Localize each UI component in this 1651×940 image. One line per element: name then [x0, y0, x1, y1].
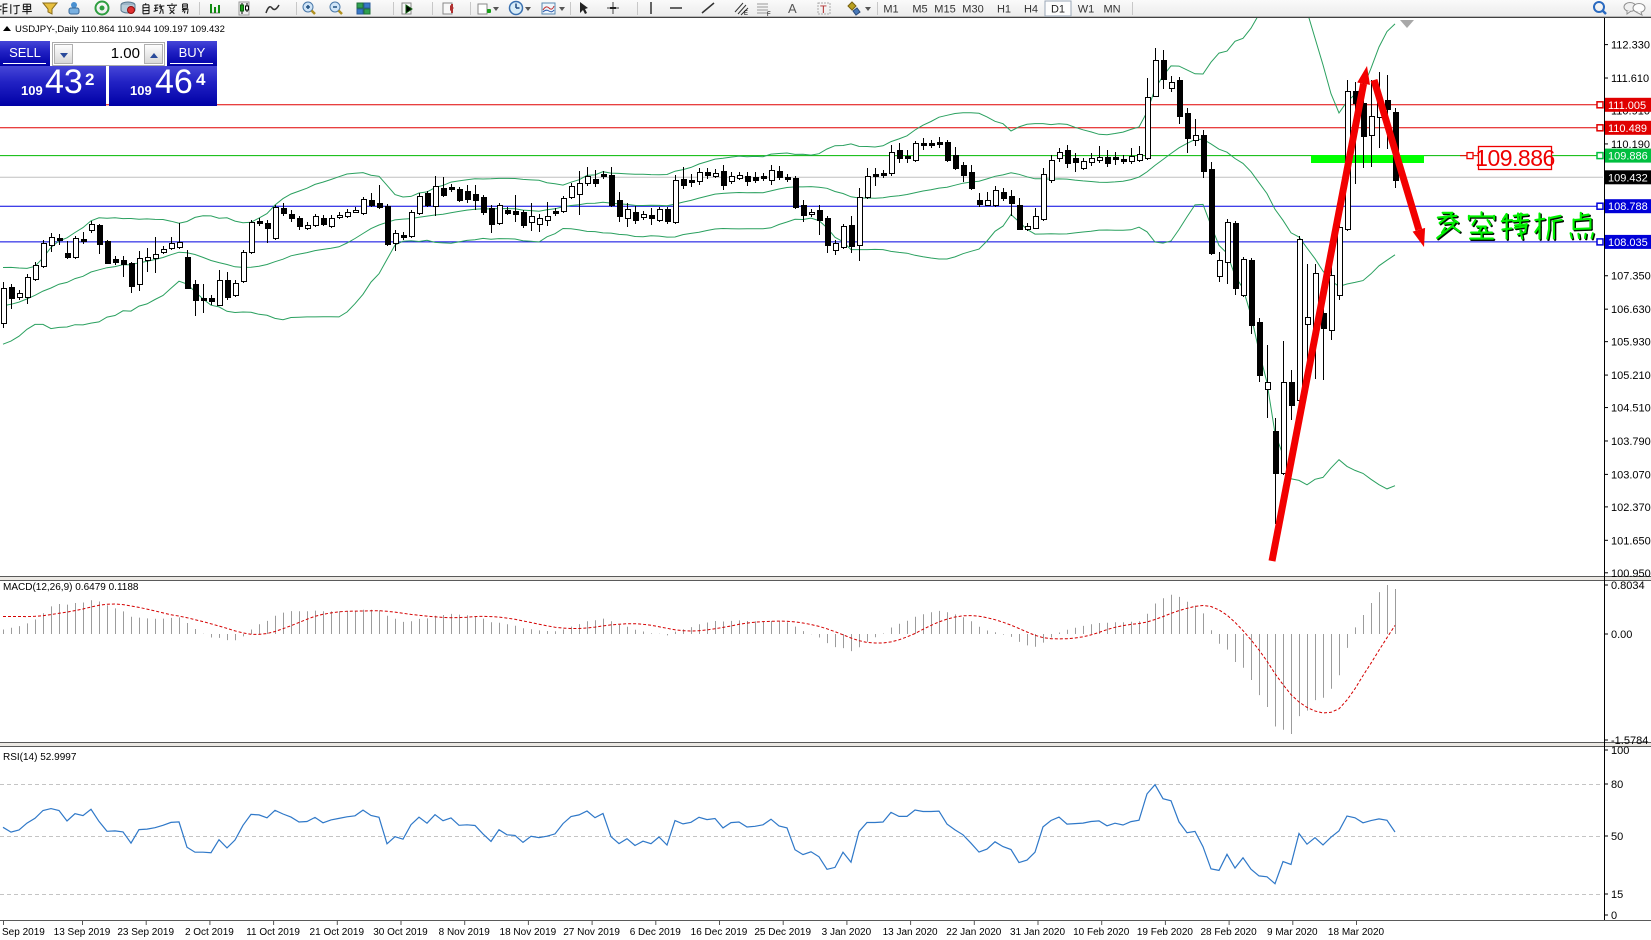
svg-text:105.930: 105.930: [1611, 337, 1651, 349]
svg-text:2 Oct 2019: 2 Oct 2019: [185, 927, 234, 938]
svg-text:H1: H1: [997, 4, 1011, 16]
svg-text:MACD(12,26,9) 0.6479 0.1188: MACD(12,26,9) 0.6479 0.1188: [3, 582, 139, 593]
svg-text:30 Oct 2019: 30 Oct 2019: [373, 927, 428, 938]
svg-text:F: F: [767, 12, 771, 17]
svg-text:M30: M30: [962, 4, 983, 16]
svg-text:80: 80: [1611, 779, 1623, 791]
svg-text:28 Feb 2020: 28 Feb 2020: [1201, 927, 1258, 938]
svg-text:M5: M5: [912, 4, 927, 16]
svg-text:25 Dec 2019: 25 Dec 2019: [754, 927, 811, 938]
svg-text:100.950: 100.950: [1611, 568, 1651, 580]
svg-text:109.886: 109.886: [1608, 151, 1648, 163]
svg-text:18 Nov 2019: 18 Nov 2019: [500, 927, 557, 938]
svg-text:Sep 2019: Sep 2019: [2, 927, 45, 938]
svg-text:106.630: 106.630: [1611, 304, 1651, 316]
svg-text:22 Jan 2020: 22 Jan 2020: [946, 927, 1001, 938]
svg-text:108.788: 108.788: [1608, 201, 1648, 213]
svg-text:103.070: 103.070: [1611, 469, 1651, 481]
svg-text:0.8034: 0.8034: [1611, 580, 1645, 592]
svg-text:8 Nov 2019: 8 Nov 2019: [439, 927, 491, 938]
svg-text:3 Jan 2020: 3 Jan 2020: [822, 927, 872, 938]
svg-text:109.886: 109.886: [1475, 145, 1555, 171]
svg-text:M1: M1: [883, 4, 898, 16]
svg-text:E: E: [744, 11, 748, 17]
svg-text:9 Mar 2020: 9 Mar 2020: [1267, 927, 1318, 938]
svg-text:110.190: 110.190: [1611, 139, 1650, 151]
svg-text:RSI(14) 52.9997: RSI(14) 52.9997: [3, 752, 77, 763]
svg-text:105.210: 105.210: [1611, 370, 1651, 382]
svg-text:101.650: 101.650: [1611, 535, 1651, 547]
svg-text:109.432: 109.432: [1608, 172, 1648, 184]
svg-text:W1: W1: [1078, 4, 1095, 16]
svg-text:108.035: 108.035: [1608, 237, 1648, 249]
svg-text:111.005: 111.005: [1608, 100, 1646, 112]
svg-text:15: 15: [1611, 889, 1623, 901]
svg-text:50: 50: [1611, 831, 1623, 843]
svg-text:107.350: 107.350: [1611, 271, 1651, 283]
svg-text:-1.5784: -1.5784: [1611, 735, 1648, 747]
svg-text:MN: MN: [1103, 4, 1120, 16]
svg-text:USDJPY-,Daily: USDJPY-,Daily: [15, 24, 79, 35]
svg-text:T: T: [820, 4, 827, 16]
svg-text:110.864 110.944 109.197 109.43: 110.864 110.944 109.197 109.432: [81, 24, 225, 35]
svg-text:A: A: [788, 1, 797, 16]
svg-text:111.610: 111.610: [1611, 73, 1649, 85]
svg-text:0: 0: [1611, 910, 1617, 922]
svg-text:10 Feb 2020: 10 Feb 2020: [1073, 927, 1130, 938]
svg-text:18 Mar 2020: 18 Mar 2020: [1328, 927, 1385, 938]
svg-text:103.790: 103.790: [1611, 436, 1651, 448]
svg-text:M15: M15: [934, 4, 955, 16]
svg-text:0.00: 0.00: [1611, 629, 1632, 641]
svg-text:16 Dec 2019: 16 Dec 2019: [691, 927, 748, 938]
svg-text:102.370: 102.370: [1611, 502, 1651, 514]
svg-text:23 Sep 2019: 23 Sep 2019: [117, 927, 174, 938]
svg-text:13 Jan 2020: 13 Jan 2020: [883, 927, 938, 938]
svg-text:19 Feb 2020: 19 Feb 2020: [1137, 927, 1194, 938]
svg-text:6 Dec 2019: 6 Dec 2019: [630, 927, 682, 938]
svg-text:100: 100: [1611, 745, 1629, 757]
svg-text:11 Oct 2019: 11 Oct 2019: [246, 927, 300, 938]
svg-text:112.330: 112.330: [1611, 40, 1650, 52]
svg-text:31 Jan 2020: 31 Jan 2020: [1010, 927, 1065, 938]
svg-text:D1: D1: [1051, 4, 1065, 16]
svg-text:21 Oct 2019: 21 Oct 2019: [310, 927, 365, 938]
svg-text:104.510: 104.510: [1611, 403, 1651, 415]
svg-text:13 Sep 2019: 13 Sep 2019: [54, 927, 111, 938]
svg-text:110.489: 110.489: [1608, 123, 1647, 135]
svg-text:27 Nov 2019: 27 Nov 2019: [563, 927, 620, 938]
svg-text:H4: H4: [1024, 4, 1038, 16]
